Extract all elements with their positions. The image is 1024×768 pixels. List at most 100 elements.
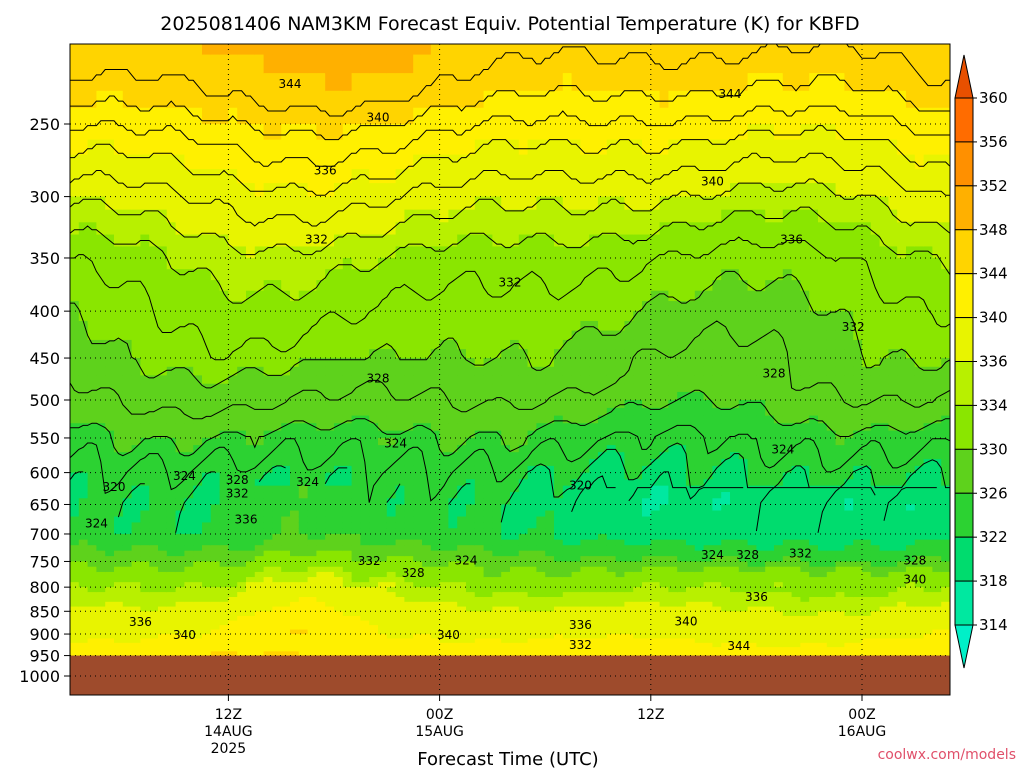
field-cell (545, 290, 555, 302)
field-cell (342, 465, 353, 474)
field-cell (571, 550, 581, 557)
field-cell (122, 533, 133, 541)
field-cell (166, 571, 177, 578)
field-cell (281, 582, 291, 588)
field-cell (404, 358, 414, 368)
field-cell (562, 606, 573, 612)
field-cell (158, 596, 168, 603)
field-cell (598, 492, 608, 499)
field-cell (281, 596, 291, 603)
field-cell (175, 577, 185, 583)
field-cell (448, 234, 458, 248)
field-cell (79, 15, 88, 36)
field-cell (457, 601, 467, 608)
field-cell (413, 375, 423, 385)
field-cell (105, 522, 115, 529)
field-cell (105, 222, 115, 236)
field-cell (510, 234, 520, 248)
field-cell (598, 452, 608, 460)
field-cell (518, 651, 529, 657)
field-cell (536, 375, 546, 385)
field-cell (342, 383, 353, 393)
field-cell (360, 606, 370, 612)
field-cell (527, 222, 537, 236)
field-cell (527, 522, 537, 529)
field-cell (457, 196, 467, 211)
field-cell (290, 407, 300, 417)
field-cell (430, 169, 441, 184)
field-cell (131, 375, 141, 385)
field-cell (122, 257, 133, 270)
field-cell (351, 139, 361, 156)
field-cell (96, 407, 106, 417)
field-cell (70, 615, 80, 622)
field-cell (158, 528, 168, 535)
field-cell (536, 73, 546, 92)
field-cell (202, 139, 212, 156)
field-cell (254, 415, 265, 424)
field-cell (87, 320, 97, 332)
field-cell (122, 423, 133, 432)
field-cell (158, 90, 168, 109)
field-cell (307, 620, 317, 626)
field-cell (492, 596, 502, 603)
field-cell (386, 492, 397, 499)
field-cell (378, 423, 388, 432)
field-cell (87, 269, 97, 281)
field-cell (360, 423, 370, 432)
field-cell (149, 510, 159, 518)
field-cell (589, 407, 599, 417)
field-cell (193, 366, 203, 376)
field-cell (536, 577, 546, 583)
field-cell (369, 73, 379, 92)
field-cell (166, 73, 177, 92)
field-cell (122, 415, 133, 424)
field-cell (360, 339, 370, 350)
field-cell (149, 561, 159, 568)
field-cell (448, 642, 458, 648)
field-cell (448, 183, 458, 198)
field-cell (272, 400, 282, 409)
field-cell (290, 154, 300, 170)
field-cell (439, 629, 449, 635)
field-cell (510, 459, 520, 467)
field-cell (316, 516, 326, 524)
field-cell (413, 587, 423, 593)
field-cell (140, 107, 150, 125)
field-cell (316, 280, 326, 292)
field-cell (422, 465, 432, 474)
field-cell (263, 391, 273, 401)
field-cell (140, 246, 150, 259)
field-cell (219, 556, 229, 563)
field-cell (140, 516, 150, 524)
field-cell (492, 561, 502, 568)
field-cell (87, 528, 97, 535)
field-cell (492, 183, 502, 198)
field-cell (105, 445, 115, 453)
field-cell (413, 269, 423, 281)
field-cell (281, 222, 291, 236)
field-cell (210, 290, 221, 302)
field-cell (158, 556, 168, 563)
field-cell (166, 415, 177, 424)
field-cell (422, 90, 432, 109)
field-cell (166, 339, 177, 350)
field-cell (474, 620, 485, 626)
field-cell (96, 44, 106, 56)
field-cell (466, 539, 476, 546)
field-cell (325, 234, 335, 248)
field-cell (325, 577, 335, 583)
field-cell (466, 566, 476, 573)
field-cell (70, 629, 80, 635)
field-cell (263, 587, 273, 593)
field-cell (501, 445, 511, 453)
field-cell (386, 459, 397, 467)
field-cell (246, 634, 256, 640)
field-cell (228, 90, 238, 109)
field-cell (554, 545, 564, 552)
field-cell (492, 545, 502, 552)
field-cell (351, 339, 361, 350)
field-cell (290, 311, 300, 322)
field-cell (105, 596, 115, 603)
field-cell (536, 107, 546, 125)
